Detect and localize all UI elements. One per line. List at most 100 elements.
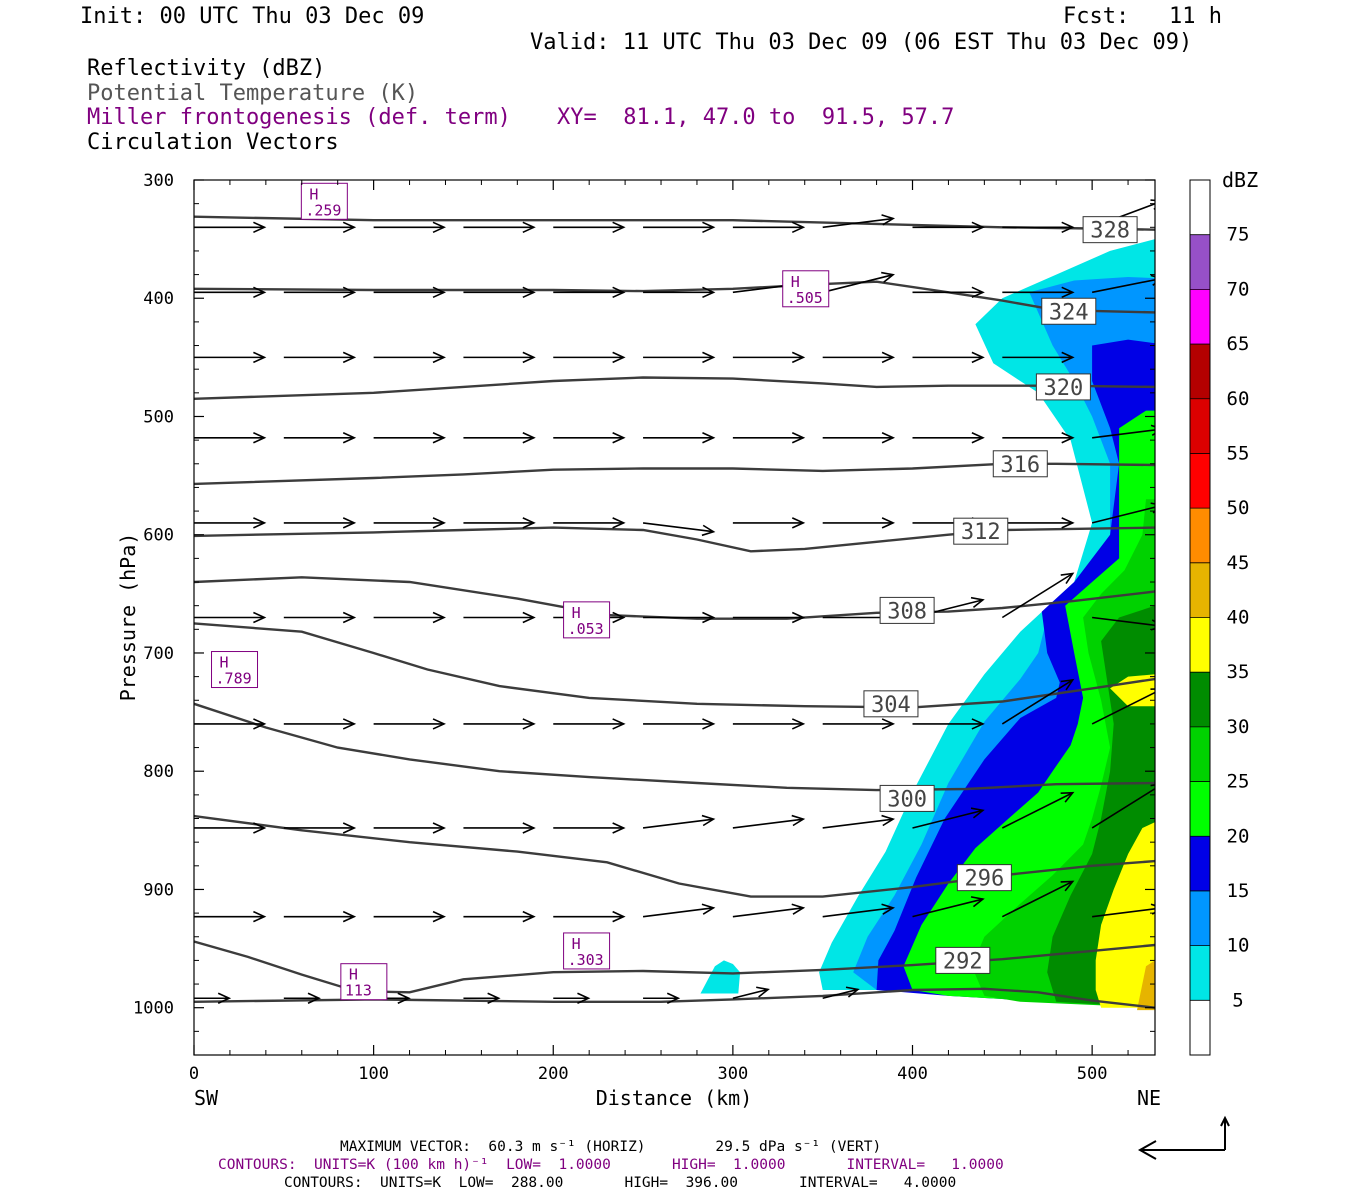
colorbar-swatch: [1190, 890, 1210, 946]
circulation-vector: [283, 822, 357, 834]
circulation-vector: [373, 221, 446, 234]
circulation-vector: [283, 611, 357, 624]
circulation-vector: [553, 822, 626, 834]
circulation-vector: [373, 517, 446, 529]
x-tick-label: 300: [718, 1064, 749, 1084]
circulation-vector: [194, 718, 267, 730]
frontogenesis-max-box: [782, 270, 830, 308]
circulation-vector: [194, 992, 232, 1004]
y-tick-label: 900: [143, 880, 174, 900]
circulation-vector: [643, 351, 716, 364]
theta-label: 296: [964, 867, 1004, 892]
field-circulation-vectors: Circulation Vectors: [87, 130, 339, 155]
colorbar-level-label: 25: [1227, 771, 1250, 793]
circulation-vector: [1001, 678, 1075, 725]
circulation-vector: [732, 718, 806, 730]
theta-contour-layer: [194, 215, 1155, 1009]
theta-label: 292: [943, 949, 983, 974]
circulation-vector-layer: [194, 199, 1155, 1004]
colorbar-swatch: [1190, 398, 1210, 454]
x-tick-label: 500: [1077, 1064, 1108, 1084]
circulation-vector: [643, 992, 681, 1004]
circulation-vector: [373, 718, 446, 730]
circulation-vector: [553, 286, 626, 299]
theta-contour-308: [194, 576, 1155, 620]
frontogenesis-contour-note: CONTOURS: UNITS=K (100 km h)⁻¹ LOW= 1.00…: [218, 1157, 1004, 1173]
frontogenesis-max-symbol: H: [349, 966, 358, 984]
theta-label-box: [935, 946, 991, 974]
frontogenesis-max-box: [340, 963, 388, 1001]
circulation-vector: [194, 517, 267, 529]
colorbar-swatch: [1190, 562, 1210, 618]
circulation-vector: [553, 718, 626, 730]
reflectivity-fill-layer: [700, 239, 1155, 1011]
circulation-vector: [283, 910, 357, 923]
circulation-vector: [194, 221, 267, 234]
frontogenesis-max-symbol: H: [309, 185, 318, 203]
colorbar-level-label: 55: [1227, 442, 1250, 464]
circulation-vector: [553, 221, 626, 234]
circulation-vector: [732, 517, 806, 529]
circulation-vector: [1001, 791, 1075, 829]
x-tick-label: 0: [189, 1064, 199, 1084]
x-tick-label: 200: [538, 1064, 569, 1084]
forecast-hour: Fcst: 11 h: [1063, 4, 1222, 29]
frontogenesis-max-value: .259: [305, 201, 341, 219]
circulation-vector: [463, 221, 536, 234]
circulation-vector: [1002, 432, 1075, 444]
circulation-vector: [283, 992, 321, 1004]
frontogenesis-max-symbol: H: [572, 935, 581, 953]
frontogenesis-max-value: 113: [345, 982, 372, 1000]
field-potential-temperature: Potential Temperature (K): [87, 81, 419, 106]
circulation-vector: [822, 718, 896, 730]
circulation-vector: [643, 718, 716, 730]
frontogenesis-max-box: [563, 932, 611, 970]
frontogenesis-max-symbol: H: [572, 604, 581, 622]
circulation-vector: [732, 432, 806, 444]
x-tick-label: 400: [897, 1064, 928, 1084]
circulation-vector: [1001, 572, 1075, 619]
theta-label: 320: [1044, 376, 1084, 401]
colorbar-level-label: 20: [1227, 825, 1250, 847]
theta-contour-304: [194, 622, 1155, 709]
circulation-vector: [643, 286, 716, 299]
circulation-vector: [194, 822, 267, 834]
theta-label-box: [879, 596, 935, 624]
colorbar-level-label: 65: [1227, 333, 1250, 355]
circulation-vector: [643, 432, 716, 444]
colorbar-level-label: 70: [1227, 278, 1250, 300]
init-time: Init: 00 UTC Thu 03 Dec 09: [80, 4, 425, 29]
contour-label-layer: 328324320316312308304300296292H.259H.505…: [211, 182, 1138, 1001]
circulation-vector: [373, 611, 446, 624]
theta-label: 300: [887, 787, 927, 812]
theta-label-box: [1035, 373, 1091, 401]
colorbar-level-label: 15: [1227, 880, 1250, 902]
colorbar-title: dBZ: [1222, 168, 1258, 192]
valid-time: Valid: 11 UTC Thu 03 Dec 09 (06 EST Thu …: [530, 30, 1193, 55]
y-tick-label: 300: [143, 171, 174, 191]
circulation-vector: [642, 522, 716, 537]
circulation-vector: [822, 351, 896, 364]
y-tick-label: 1000: [133, 999, 174, 1019]
circulation-vector: [732, 903, 806, 918]
colorbar-level-label: 40: [1227, 607, 1250, 629]
circulation-vector: [194, 910, 267, 923]
frontogenesis-max-value: .505: [787, 289, 823, 307]
circulation-vector: [643, 611, 716, 624]
theta-label-box: [953, 517, 1009, 545]
frontogenesis-max-symbol: H: [220, 654, 229, 672]
y-axis-title: Pressure (hPa): [116, 533, 140, 702]
circulation-vector: [463, 910, 536, 923]
circulation-vector: [1002, 286, 1075, 299]
colorbar-swatch: [1190, 945, 1210, 1001]
axes-layer: 300 400 500 600 700 800 900 1000 0 100 200 300 400 50…: [133, 171, 1156, 1084]
x-axis-left-end-label: SW: [194, 1086, 219, 1110]
circulation-vector: [822, 814, 896, 829]
theta-label: 312: [961, 520, 1001, 545]
circulation-vector: [822, 432, 896, 444]
circulation-vector: [732, 221, 806, 234]
cross-section-endpoints: XY= 81.1, 47.0 to 91.5, 57.7: [557, 105, 955, 130]
circulation-vector: [732, 986, 770, 1000]
theta-contour-320: [194, 376, 1155, 400]
theta-label-box: [956, 864, 1012, 892]
